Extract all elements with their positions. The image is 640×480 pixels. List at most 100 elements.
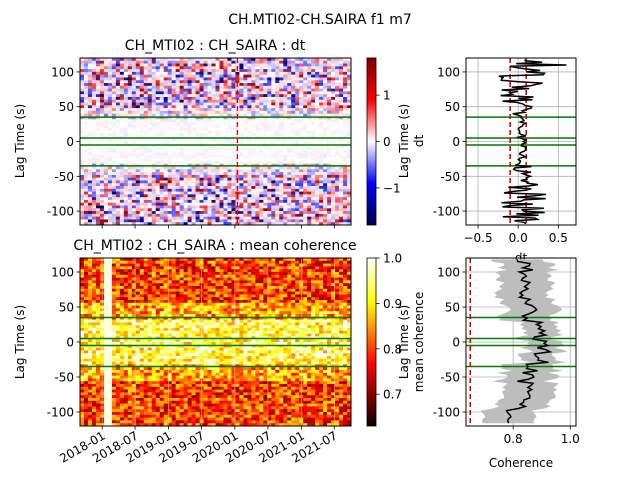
heatmap-cell	[167, 205, 173, 209]
heatmap-cell	[215, 141, 220, 145]
heatmap-cell	[255, 63, 260, 67]
heatmap-cell	[191, 94, 196, 98]
heatmap-cell	[207, 194, 212, 198]
heatmap-cell	[327, 186, 332, 190]
heatmap-cell	[211, 108, 216, 112]
heatmap-cell	[135, 194, 141, 198]
heatmap-cell	[319, 138, 324, 142]
heatmap-cell	[259, 108, 264, 112]
heatmap-cell	[99, 208, 105, 212]
heatmap-cell	[291, 99, 296, 103]
heatmap-cell	[235, 258, 240, 262]
heatmap-cell	[80, 144, 85, 148]
xtick-label: 0.0	[509, 231, 528, 245]
heatmap-cell	[135, 66, 141, 70]
heatmap-cell	[295, 71, 300, 76]
heatmap-cell	[155, 205, 161, 209]
heatmap-cell	[283, 205, 288, 209]
heatmap-cell	[195, 94, 200, 98]
heatmap-cell	[275, 183, 280, 187]
heatmap-cell	[275, 191, 280, 195]
heatmap-cell	[179, 94, 185, 98]
heatmap-cell	[179, 133, 185, 137]
heatmap-cell	[135, 211, 141, 215]
heatmap-cell	[215, 269, 220, 273]
heatmap-cell	[127, 213, 133, 218]
heatmap-cell	[95, 94, 101, 98]
heatmap-cell	[271, 63, 276, 67]
heatmap-cell	[111, 191, 117, 195]
heatmap-cell	[83, 138, 89, 142]
heatmap-cell	[187, 113, 192, 117]
heatmap-cell	[227, 160, 232, 165]
heatmap-cell	[171, 119, 177, 123]
heatmap-cell	[207, 197, 212, 201]
heatmap-cell	[99, 174, 105, 179]
heatmap-cell	[255, 183, 260, 187]
heatmap-cell	[287, 96, 292, 101]
heatmap-cell	[339, 69, 344, 73]
heatmap-cell	[239, 205, 244, 209]
heatmap-cell	[315, 213, 320, 218]
heatmap-cell	[107, 85, 113, 90]
heatmap-cell	[335, 147, 340, 151]
heatmap-cell	[131, 280, 137, 284]
heatmap-cell	[143, 102, 149, 106]
heatmap-cell	[159, 102, 165, 106]
heatmap-cell	[275, 286, 280, 290]
heatmap-cell	[291, 277, 296, 281]
heatmap-cell	[199, 102, 204, 106]
heatmap-cell	[103, 191, 109, 195]
heatmap-cell	[263, 71, 268, 76]
heatmap-cell	[303, 144, 308, 148]
heatmap-cell	[255, 160, 260, 165]
heatmap-cell	[151, 83, 157, 87]
heatmap-cell	[271, 180, 276, 184]
heatmap-cell	[215, 77, 220, 81]
heatmap-cell	[187, 91, 192, 95]
heatmap-cell	[107, 169, 113, 173]
heatmap-cell	[147, 277, 153, 281]
heatmap-cell	[119, 169, 125, 173]
heatmap-cell	[255, 99, 260, 103]
heatmap-cell	[231, 133, 236, 137]
heatmap-cell	[91, 186, 97, 190]
heatmap-cell	[331, 130, 336, 134]
heatmap-cell	[327, 74, 332, 78]
heatmap-cell	[127, 177, 133, 181]
heatmap-cell	[299, 63, 304, 67]
heatmap-cell	[307, 60, 312, 64]
heatmap-cell	[267, 122, 272, 126]
heatmap-cell	[315, 96, 320, 101]
heatmap-cell	[191, 222, 196, 225]
heatmap-cell	[163, 160, 169, 165]
heatmap-cell	[191, 152, 196, 156]
heatmap-cell	[195, 288, 200, 292]
heatmap-cell	[119, 77, 125, 81]
heatmap-cell	[335, 80, 340, 84]
heatmap-cell	[323, 122, 328, 126]
heatmap-cell	[343, 160, 348, 165]
heatmap-cell	[275, 71, 280, 76]
heatmap-cell	[203, 71, 208, 76]
heatmap-cell	[159, 219, 165, 223]
heatmap-cell	[91, 205, 97, 209]
heatmap-cell	[211, 88, 216, 92]
heatmap-cell	[167, 169, 173, 173]
heatmap-cell	[327, 66, 332, 70]
heatmap-cell	[131, 222, 137, 225]
heatmap-cell	[223, 160, 228, 165]
heatmap-cell	[239, 152, 244, 156]
heatmap-cell	[123, 258, 129, 262]
heatmap-cell	[291, 138, 296, 142]
heatmap-cell	[143, 127, 149, 131]
heatmap-cell	[267, 202, 272, 206]
heatmap-cell	[247, 222, 252, 225]
heatmap-cell	[267, 99, 272, 103]
heatmap-cell	[311, 138, 316, 142]
heatmap-cell	[243, 108, 248, 112]
heatmap-cell	[211, 183, 216, 187]
heatmap-cell	[267, 85, 272, 90]
heatmap-cell	[119, 88, 125, 92]
heatmap-cell	[303, 219, 308, 223]
